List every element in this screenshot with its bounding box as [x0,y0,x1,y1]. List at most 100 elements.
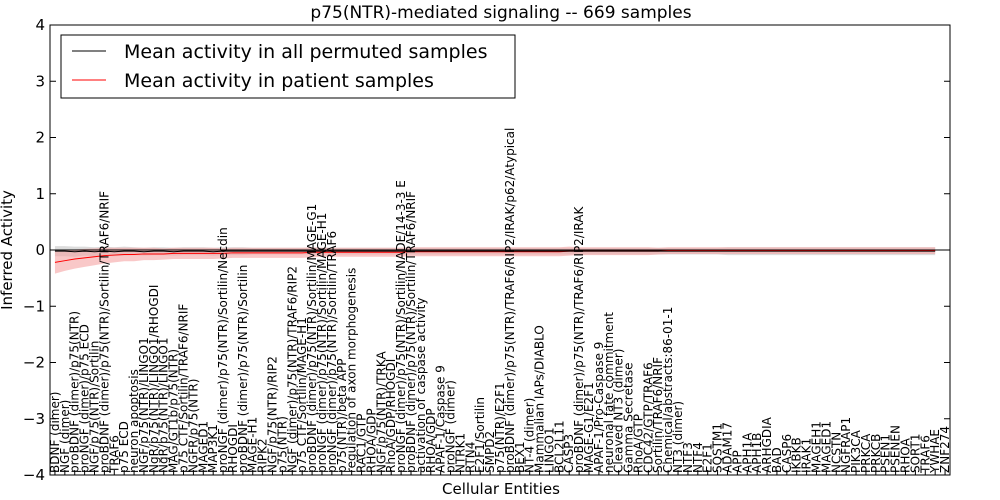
x-tick-label: Cleaved NT3 (dimer) [612,349,626,473]
series-band-1 [54,246,936,274]
x-tick-label: RHOGDI [226,424,240,473]
x-tick-label: NGFR/p75(NTR) [186,379,200,473]
series-line-1 [54,250,936,263]
x-tick-label: ADAM17 [720,422,734,473]
x-tick-label: MAGE-H1 [246,417,260,473]
x-tick-label: NTF3 [681,442,695,473]
x-tick-label: LINGO1 [542,427,556,473]
x-tick-label: Chemical/abstracts:86-01-1 [661,307,675,473]
x-tick-label: Gamma Secretase [622,362,636,473]
legend-box [60,34,516,99]
x-tick-label: SMPD2 [483,431,497,473]
x-tick-label: proNGF (dimer)/p75 ECD [78,324,92,473]
x-tick-label: CDC42/GTP/TRAF6 [641,362,655,473]
x-tick-label: SQSTM1 [711,423,725,473]
x-tick-label: MAGED1 [819,421,833,473]
x-tick-label: APAF-1/Caspase 9 [434,365,448,473]
y-tick-label: −1 [23,297,45,315]
series-line-0 [54,250,936,253]
x-tick-label: proBDNF (dimer)/p75(NTR)/Sortilin [236,265,250,473]
y-tick-label: −4 [23,466,45,484]
x-tick-label: MAGEH1 [809,421,823,473]
y-tick-label: −2 [23,354,45,372]
x-tick-label: proNGF (dimer)/p75(NTR)/Sortilin/TRAF6 [325,231,339,473]
y-tick-label: −3 [23,410,45,428]
x-tick-label: MAGE-G1/E2F1 [582,382,596,473]
x-tick-label: BCL2L11 [552,420,566,473]
x-tick-label: NTRK1 [453,433,467,473]
x-tick-label: TRAF6 [918,435,932,474]
x-tick-label: proNGF (dimer)/p75(NTR)/Sortilin/NADE/14… [394,180,408,473]
x-tick-label: APAF-1/Pro-Caspase 9 [592,342,606,473]
x-tick-label: proBDNF (dimer)/p75(NTR)/Sortilin/TRAF6/… [97,191,111,473]
x-tick-label: RTN4 [463,442,477,473]
x-tick-label: ZNF274 [938,426,952,473]
x-tick-label: regulation of axon morphogenesis [345,268,359,473]
chart-title: p75(NTR)-mediated signaling -- 669 sampl… [310,3,691,23]
y-tick-label: 0 [35,241,45,259]
y-tick-label: 4 [35,16,45,34]
x-tick-label: neuronal fate commitment [602,312,616,473]
x-tick-label: NGF/p75(NTR)/LINGO1 [137,337,151,473]
y-tick-label: 3 [35,72,45,90]
x-tick-label: NgR/p75(NTR)/LINGO1/RHOGDI [147,285,161,473]
x-tick-label: RAC1/GTP [355,414,369,473]
x-tick-label: RhoA/GDP/RHOGDI [384,359,398,473]
x-tick-label: neuron apoptosis [127,369,141,473]
x-tick-label: activation of caspase activity [414,298,428,473]
x-tick-label: CASP6 [780,434,794,473]
x-tick-label: YWHAE [928,429,942,474]
x-tick-label: p75(NTR)/beta APP [335,359,349,474]
x-tick-label: E2F1 [701,443,715,473]
x-tick-label: proNGF (dimer) [444,380,458,473]
x-tick-label: TRAF6 [107,435,121,474]
x-tick-label: proBDNF (dimer)/p75(NTR)/TRAF6/RIP2/IRAK [572,206,586,473]
x-tick-label: NGF (dimer) [58,400,72,473]
y-tick-label: 2 [35,129,45,147]
x-tick-label: SORT1 [908,434,922,474]
x-tick-label: NGF/p75(NTR)/TRKA [374,351,388,473]
x-tick-label: NTF4 [691,442,705,473]
x-tick-label: RHOA/GDP [364,408,378,473]
x-tick-label: PSEN1 [879,434,893,473]
x-tick-label: proBDNF (dimer)/p75(NTR)/Sortilin/MAGE-G… [305,204,319,473]
x-tick-label: CASP3 [562,434,576,473]
x-tick-label: NT3 (dimer) [671,401,685,473]
x-tick-label: proNGF (dimer)/p75(NTR)/Sortilin/MAGE-H1 [315,213,329,473]
x-tick-label: PSENEN [889,425,903,473]
legend-label-patient: Mean activity in patient samples [124,70,434,92]
x-tick-label: NT-4 (dimer) [523,398,537,473]
y-axis-label: Inferred Activity [0,190,16,310]
x-tick-label: BDNF (dimer) [48,392,62,474]
x-tick-label: p75(NTR) [275,416,289,473]
x-tick-label: NGFRAP1 [839,417,853,473]
x-tick-label: NCSTN [829,432,843,473]
x-tick-label: proBDNF (dimer)/p75(NTR) [68,311,82,473]
x-tick-label: IKBKB [790,437,804,473]
x-tick-label: p75 ECD [117,421,131,473]
x-tick-label: IRAK1 [800,438,814,473]
x-tick-label: APH1A [740,432,754,473]
x-tick-label: ARHGDIA [760,416,774,473]
x-tick-label: BAD [770,447,784,473]
x-tick-label: NGF/p75(NTR)/RIP2 [266,356,280,473]
x-tick-label: APP [730,450,744,473]
x-tick-label: Sortilin/TRAF6/NRIF [651,357,665,473]
x-tick-label: RHOA/GDP [424,408,438,473]
x-tick-label: PRKCA [859,433,873,473]
x-axis-label: Cellular Entities [442,480,560,498]
x-tick-label: RIPK2 [256,438,270,473]
x-tick-label: p75(NTR)/E2F1 [493,382,507,473]
x-tick-label: proBDNF (dimer)/p75(NTR)/TRAF6/RIP2/IRAK… [503,128,517,473]
x-tick-label: E2F1/Sortilin [473,397,487,473]
x-tick-label: RHOA [898,437,912,473]
x-tick-label: proBDNF (dimer)/p75(NTR)/Sortilin/TRAF6/… [404,191,418,473]
legend: Mean activity in all permuted samples Me… [60,34,516,99]
x-tick-label: MAGED1 [196,421,210,473]
x-tick-label: MAG/GT1b/p75(NTR) [167,349,181,473]
x-tick-label: proNGF (dimer)/p75(NTR)/Sortilin/Necdin [216,227,230,473]
x-tick-label: BEX1 [513,441,527,473]
x-tick-label: RhoA/GTP [631,414,645,473]
